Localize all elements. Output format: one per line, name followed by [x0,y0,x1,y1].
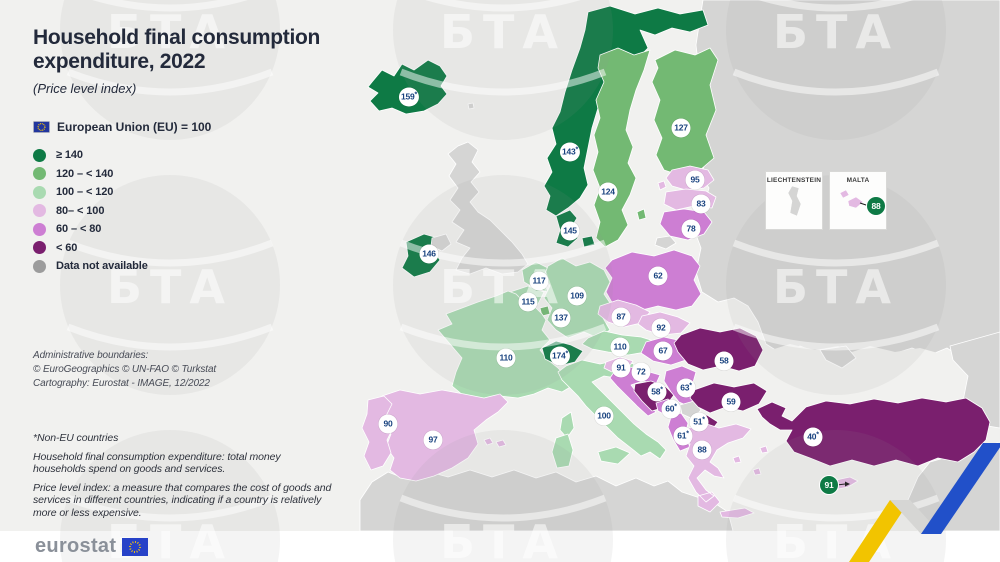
definition-hfce: Household final consumption expenditure:… [33,450,281,476]
legend-label: Data not available [56,260,148,273]
definition-pli: Price level index: a measure that compar… [33,481,332,519]
value-badge-greece: 88 [692,440,712,460]
legend-item: Data not available [33,257,351,276]
country-corsica [559,411,575,439]
value-badge-slovakia: 92 [651,318,671,338]
sea-of-marmara [789,411,795,417]
eu-flag-icon [33,121,50,133]
value-badge-france: 110 [496,348,516,368]
inset-liechtenstein: LIECHTENSTEIN [765,171,823,230]
note-non-eu: *Non-EU countries [33,432,119,444]
value-badge-bulgaria: 59 [721,392,741,412]
eu-reference-label: European Union (EU) = 100 [57,120,212,134]
value-badge-estonia: 95 [685,170,705,190]
value-badge-portugal: 90 [378,414,398,434]
country-kaliningrad [654,235,677,250]
country-balearic-islands [483,437,507,448]
value-badge-latvia: 83 [691,194,711,214]
legend-swatch [33,241,46,255]
legend-swatch [33,167,46,181]
legend-item: 60 – < 80 [33,220,351,239]
country-norway [543,5,709,217]
value-badge-croatia: 72 [631,362,651,382]
value-badge-luxembourg: 137 [551,308,571,328]
liechtenstein-shape [787,185,802,217]
black-sea [760,344,958,402]
value-badge-romania: 58 [714,351,734,371]
value-badge-denmark: 145 [560,221,580,241]
value-badge-montenegro: 60 * [661,399,681,419]
legend: ≥ 140 120 – < 140 100 – < 120 80– < 100 … [33,146,351,276]
value-badge-lithuania: 78 [681,219,701,239]
legend-label: 100 – < 120 [56,186,114,199]
value-badge-turkey: 40 * [803,427,823,447]
legend-swatch [33,259,46,273]
inset-malta-label: MALTA [846,177,870,184]
value-badge-belgium: 115 [518,292,538,312]
value-badge-netherlands: 117 [529,271,549,291]
legend-item: < 60 [33,239,351,258]
legend-label: ≥ 140 [56,149,83,162]
eurostat-logo-text: eurostat [35,535,117,557]
legend-swatch [33,204,46,218]
value-badge-hungary: 67 [653,341,673,361]
eu-flag-logo-icon [122,537,149,556]
title-line-2: expenditure, 2022 [33,50,206,73]
value-badge-spain: 97 [423,430,443,450]
value-badge-norway: 143 * [559,142,581,162]
note-cartography: Cartography: Eurostat - IMAGE, 12/2022 [33,378,210,389]
note-admin-boundaries: Administrative boundaries: [33,350,149,361]
value-badge-austria: 110 [610,337,630,357]
legend-label: < 60 [56,241,78,254]
value-badge-finland: 127 [671,118,691,138]
value-badge-bosnia-herzegovina: 58 * [647,382,667,402]
value-badge-sweden: 124 [598,182,618,202]
info-panel: Household final consumption expenditure,… [33,26,351,276]
legend-item: 120 – < 140 [33,165,351,184]
legend-label: 60 – < 80 [56,223,102,236]
eurostat-logo: eurostat [35,535,149,558]
value-badge-serbia: 63 * [676,378,696,398]
page-title: Household final consumption expenditure,… [33,26,351,74]
country-faroe [467,102,475,110]
value-badge-iceland: 159 * [398,87,420,107]
legend-swatch [33,148,46,162]
legend-swatch [33,185,46,199]
eu-reference-row: European Union (EU) = 100 [33,120,351,134]
value-badge-north-macedonia: 51 * [689,412,709,432]
inset-liechtenstein-label: LIECHTENSTEIN [766,177,822,184]
page-subtitle: (Price level index) [33,81,137,96]
footer-strip [0,531,1000,562]
cyprus-leader-arrow [836,481,850,487]
inset-malta: MALTA [829,171,887,230]
value-badge-switzerland: 174 * [549,346,571,366]
value-badge-italy: 100 [594,406,614,426]
value-badge-albania: 61 * [673,426,693,446]
definitions-block: *Non-EU countries Household final consum… [33,432,335,519]
value-badge-slovenia: 91 [611,358,631,378]
admin-boundaries-notes: Administrative boundaries: © EuroGeograp… [33,349,216,391]
value-badge-germany: 109 [567,286,587,306]
value-badge-czechia: 87 [611,307,631,327]
legend-item: 80– < 100 [33,202,351,221]
legend-swatch [33,222,46,236]
note-copyright: © EuroGeographics © UN-FAO © Turkstat [33,364,217,375]
legend-item: 100 – < 120 [33,183,351,202]
title-line-1: Household final consumption [33,26,321,49]
legend-item: ≥ 140 [33,146,351,165]
legend-label: 120 – < 140 [56,167,114,180]
value-badge-poland: 62 [648,266,668,286]
legend-label: 80– < 100 [56,204,105,217]
value-badge-ireland: 146 [419,244,439,264]
value-badge-malta: 88 [867,197,885,215]
value-badge-cyprus: 91 [820,476,838,494]
